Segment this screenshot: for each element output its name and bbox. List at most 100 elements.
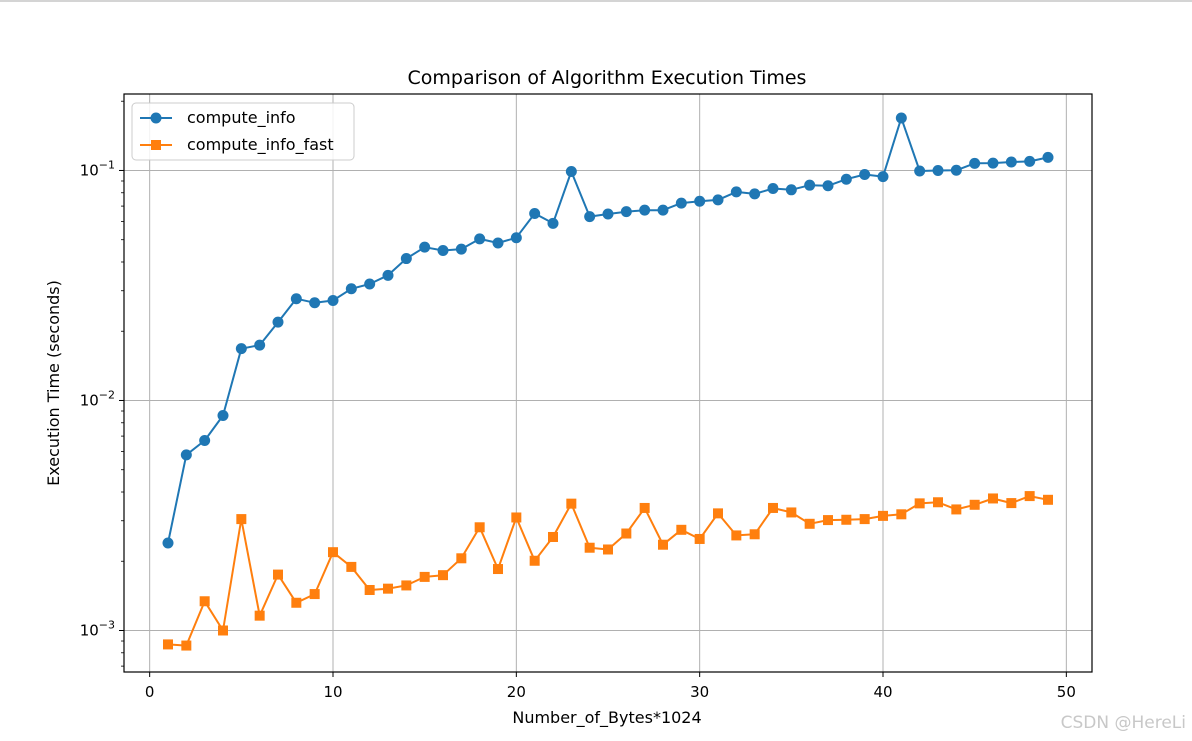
data-point-compute_info_fast [639,502,650,513]
data-point-compute_info_fast [309,589,320,600]
data-point-compute_info [419,241,431,253]
x-tick-label: 20 [507,683,526,701]
data-point-compute_info_fast [1043,494,1053,505]
legend-box [131,102,355,161]
data-point-compute_info [584,211,596,223]
data-point-compute_info [804,179,816,191]
data-point-compute_info_fast [346,561,357,572]
data-point-compute_info_fast [933,497,943,508]
data-point-compute_info [235,343,247,355]
data-point-compute_info_fast [181,640,192,651]
x-tick-label: 0 [145,683,155,701]
data-point-compute_info_fast [859,514,870,525]
data-point-compute_info_fast [603,544,613,555]
legend-marker-compute_info_fast [151,140,161,150]
data-point-compute_info [327,295,339,307]
watermark: CSDN @HereLi [1060,713,1186,733]
data-point-compute_info [199,434,211,446]
window-top-border [0,0,1192,2]
x-tick-label: 50 [1057,683,1076,701]
data-point-compute_info_fast [694,533,705,544]
data-point-compute_info_fast [163,639,173,650]
data-point-compute_info_fast [566,498,577,509]
data-point-compute_info [437,244,449,256]
y-tick-label: 10−1 [80,158,115,179]
data-point-compute_info_fast [328,547,338,558]
data-point-compute_info [767,182,779,194]
data-point-compute_info_fast [713,508,723,519]
data-point-compute_info [290,293,302,305]
data-point-compute_info [455,243,467,255]
data-point-compute_info_fast [676,524,687,535]
data-point-compute_info [529,207,541,219]
data-point-compute_info [895,112,907,124]
data-point-compute_info_fast [768,502,778,513]
data-point-compute_info [1005,156,1017,168]
data-point-compute_info [712,194,724,206]
data-point-compute_info [987,157,999,169]
data-point-compute_info [749,188,761,200]
y-tick-label: 10−3 [80,618,115,639]
x-tick-label: 30 [690,683,709,701]
legend-label-compute_info_fast: compute_info_fast [187,135,334,155]
data-point-compute_info_fast [1024,491,1035,502]
data-point-compute_info_fast [236,514,247,525]
data-point-compute_info_fast [493,564,503,575]
data-point-compute_info_fast [621,528,632,539]
data-point-compute_info_fast [878,510,888,521]
data-point-compute_info [510,232,522,244]
data-point-compute_info_fast [969,499,980,510]
series-markers-compute_info [162,112,1054,549]
data-point-compute_info [785,184,797,196]
plot-frame [123,93,1093,673]
data-point-compute_info [180,449,192,461]
data-point-compute_info [1042,151,1054,163]
data-point-compute_info_fast [584,542,595,553]
data-point-compute_info [822,180,834,192]
data-point-compute_info_fast [383,583,393,594]
data-point-compute_info_fast [199,596,210,607]
data-point-compute_info_fast [914,498,925,509]
data-point-compute_info_fast [511,512,522,523]
data-point-compute_info_fast [841,514,852,525]
data-point-compute_info [1024,155,1036,167]
series-line-compute_info_fast [167,495,1049,647]
y-tick-label: 10−2 [80,388,115,409]
data-point-compute_info [639,204,651,216]
data-point-compute_info_fast [823,515,833,526]
data-point-compute_info [217,410,229,422]
data-point-compute_info [474,233,486,245]
data-point-compute_info_fast [456,553,467,564]
data-point-compute_info_fast [254,610,265,621]
data-point-compute_info_fast [273,569,283,580]
data-point-compute_info [162,537,174,549]
data-point-compute_info [675,197,687,209]
data-point-compute_info [657,204,669,216]
x-tick-label: 10 [323,683,342,701]
data-point-compute_info_fast [749,529,760,540]
data-point-compute_info_fast [529,555,540,566]
legend: compute_info compute_info_fast [131,102,355,161]
data-point-compute_info [254,339,266,351]
data-point-compute_info [694,195,706,207]
data-point-compute_info [382,269,394,281]
data-point-compute_info [950,164,962,176]
data-point-compute_info [859,169,871,181]
data-point-compute_info_fast [951,504,962,515]
data-point-compute_info [877,171,889,183]
data-point-compute_info [932,164,944,176]
data-point-compute_info_fast [401,580,412,591]
data-point-compute_info [969,157,981,169]
chart-title: Comparison of Algorithm Execution Times [408,67,807,89]
x-axis-label: Number_of_Bytes*1024 [512,708,701,728]
data-point-compute_info_fast [218,625,228,636]
y-axis-label: Execution Time (seconds) [44,280,63,486]
data-point-compute_info [272,316,284,328]
data-point-compute_info_fast [438,570,448,581]
data-point-compute_info_fast [896,509,907,520]
data-point-compute_info [345,283,357,295]
data-point-compute_info [492,237,504,249]
data-point-compute_info_fast [804,518,815,529]
data-point-compute_info [840,173,852,185]
data-point-compute_info [620,206,632,218]
